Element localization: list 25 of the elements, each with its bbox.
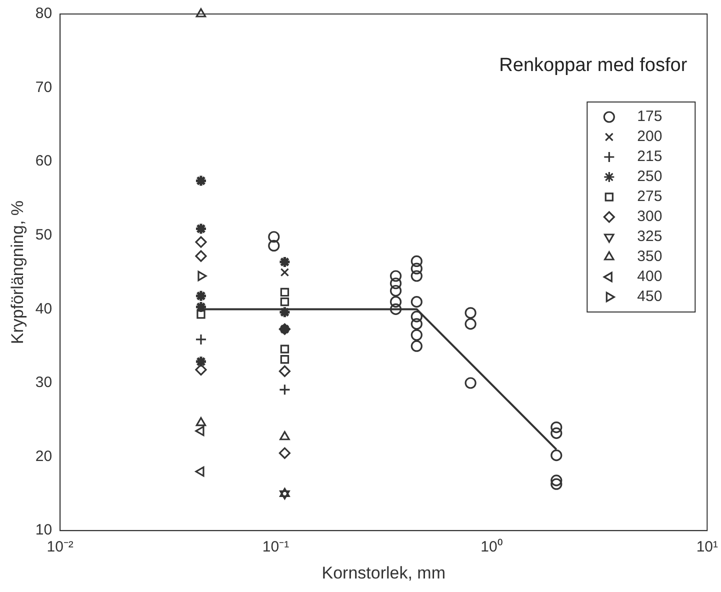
legend-label: 200 [637, 128, 662, 146]
legend-label: 175 [637, 108, 662, 126]
x-tick-label: 10⁰ [480, 538, 502, 556]
y-tick-label: 10 [35, 522, 52, 539]
y-tick-label: 20 [35, 448, 52, 465]
legend-label: 325 [637, 228, 662, 246]
legend-label: 300 [637, 208, 662, 226]
y-tick-label: 40 [35, 300, 52, 318]
legend-label: 215 [637, 148, 662, 166]
legend-label: 400 [637, 268, 662, 286]
legend-label: 250 [637, 168, 662, 186]
y-tick-label: 70 [35, 78, 52, 96]
x-axis-title: Kornstorlek, mm [322, 563, 446, 582]
legend-label: 450 [637, 288, 662, 306]
y-tick-label: 80 [35, 5, 52, 22]
y-tick-label: 30 [35, 374, 52, 392]
y-tick-label: 50 [35, 226, 52, 244]
y-axis-title: Krypförlängning, % [8, 200, 27, 344]
x-tick-label: 10¹ [696, 538, 718, 556]
annotation: Renkoppar med fosfor [499, 55, 688, 76]
legend-label: 275 [637, 188, 662, 206]
x-tick-label: 10⁻¹ [262, 538, 290, 556]
legend-label: 350 [637, 248, 662, 266]
x-tick-label: 10⁻² [46, 538, 74, 556]
y-tick-label: 60 [35, 152, 52, 170]
